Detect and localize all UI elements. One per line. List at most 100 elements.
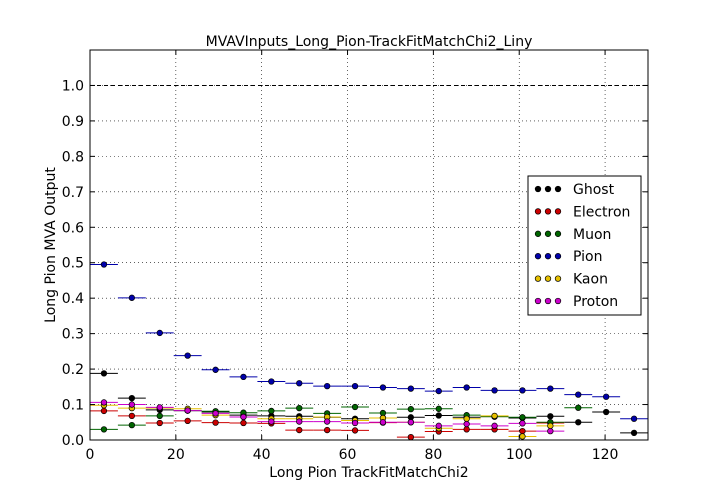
proton-point bbox=[547, 427, 554, 435]
legend-marker-proton bbox=[554, 297, 562, 305]
legend-marker-ghost bbox=[554, 185, 562, 193]
pion-point bbox=[156, 329, 163, 337]
proton-point bbox=[324, 418, 331, 425]
pion-point bbox=[128, 294, 136, 301]
proton-point bbox=[212, 410, 219, 417]
muon-point bbox=[435, 405, 442, 412]
legend-marker-pion bbox=[534, 253, 542, 260]
legend-label-muon: Muon bbox=[573, 227, 611, 243]
ghost-point bbox=[547, 413, 554, 420]
electron-point bbox=[519, 427, 526, 435]
proton-point bbox=[184, 407, 191, 414]
proton-point bbox=[351, 419, 359, 427]
kaon-point bbox=[491, 412, 498, 420]
electron-point bbox=[324, 426, 331, 434]
ghost-point bbox=[100, 370, 108, 377]
muon-point bbox=[519, 414, 526, 421]
pion-point bbox=[575, 391, 582, 398]
proton-point bbox=[379, 419, 387, 426]
pion-point bbox=[603, 393, 610, 400]
pion-point bbox=[100, 261, 108, 268]
proton-point bbox=[296, 418, 303, 425]
legend-label-kaon: Kaon bbox=[573, 272, 608, 288]
legend-marker-muon bbox=[544, 230, 552, 237]
y-tick-label: 0.9 bbox=[62, 114, 84, 130]
pion-point bbox=[519, 387, 526, 394]
y-tick-label: 0.0 bbox=[62, 433, 84, 449]
pion-point bbox=[407, 385, 415, 392]
pion-point bbox=[212, 366, 219, 373]
y-tick-label: 0.8 bbox=[62, 149, 84, 165]
pion-point bbox=[379, 384, 387, 391]
electron-point bbox=[296, 426, 303, 434]
muon-point bbox=[128, 421, 136, 429]
legend-marker-proton bbox=[534, 297, 542, 305]
ghost-point bbox=[435, 412, 442, 419]
muon-point bbox=[296, 404, 303, 412]
pion-point bbox=[547, 385, 554, 392]
y-tick-label: 0.1 bbox=[62, 398, 84, 414]
legend-label-electron: Electron bbox=[573, 204, 630, 220]
legend-label-ghost: Ghost bbox=[573, 182, 615, 198]
x-tick-label: 40 bbox=[253, 447, 271, 463]
pion-point bbox=[268, 378, 275, 385]
legend-marker-electron bbox=[554, 208, 562, 215]
legend-marker-muon bbox=[534, 230, 542, 237]
electron-point bbox=[240, 419, 247, 427]
x-tick-label: 20 bbox=[167, 447, 185, 463]
ghost-point bbox=[575, 419, 582, 426]
proton-point bbox=[491, 422, 498, 429]
legend-marker-ghost bbox=[544, 185, 552, 193]
proton-point bbox=[240, 413, 247, 421]
ghost-point bbox=[630, 429, 638, 437]
legend-marker-pion bbox=[544, 253, 552, 260]
legend-box bbox=[527, 175, 642, 316]
pion-point bbox=[463, 384, 470, 391]
legend-marker-pion bbox=[554, 253, 562, 260]
electron-point bbox=[463, 426, 470, 433]
proton-point bbox=[435, 422, 442, 429]
x-tick-label: 120 bbox=[592, 447, 619, 463]
legend-marker-electron bbox=[544, 208, 552, 215]
y-tick-label: 0.6 bbox=[62, 220, 84, 236]
proton-point bbox=[156, 404, 163, 411]
y-axis-label: Long Pion MVA Output bbox=[43, 167, 59, 323]
y-tick-label: 0.3 bbox=[62, 327, 84, 343]
pion-point bbox=[324, 382, 331, 390]
x-tick-label: 100 bbox=[506, 447, 533, 463]
muon-point bbox=[407, 406, 415, 413]
y-tick-label: 0.5 bbox=[62, 256, 84, 272]
muon-point bbox=[156, 412, 163, 420]
pion-point bbox=[491, 387, 498, 394]
x-tick-label: 60 bbox=[339, 447, 357, 463]
legend-label-proton: Proton bbox=[573, 294, 618, 310]
muon-point bbox=[575, 404, 582, 411]
kaon-point bbox=[519, 433, 526, 440]
proton-point bbox=[268, 418, 275, 425]
proton-point bbox=[100, 399, 108, 406]
x-tick-label: 0 bbox=[86, 447, 95, 463]
legend-marker-kaon bbox=[554, 275, 562, 282]
legend-marker-kaon bbox=[534, 275, 542, 282]
ghost-point bbox=[128, 395, 136, 402]
legend-label-pion: Pion bbox=[573, 249, 602, 265]
kaon-point bbox=[463, 415, 470, 422]
ticks: 0 20 40 60 80 100 120 0.0 0.1 0.2 0.3 0.4 0.5 0.6 0.7 0… bbox=[62, 50, 648, 463]
legend-marker-electron bbox=[534, 208, 542, 215]
y-tick-label: 1.0 bbox=[62, 78, 84, 94]
legend-marker-kaon bbox=[544, 275, 552, 282]
y-tick-label: 0.4 bbox=[62, 291, 84, 307]
muon-point bbox=[100, 426, 108, 433]
pion-point bbox=[630, 415, 638, 422]
proton-point bbox=[519, 420, 526, 427]
pion-point bbox=[351, 382, 359, 390]
muon-point bbox=[351, 403, 359, 411]
series-pion bbox=[90, 261, 648, 422]
electron-point bbox=[407, 434, 415, 441]
electron-point bbox=[351, 427, 359, 434]
legend-marker-muon bbox=[554, 230, 562, 237]
chart-title: MVAVInputs_Long_Pion-TrackFitMatchChi2_L… bbox=[206, 34, 533, 50]
electron-point bbox=[156, 419, 163, 427]
electron-point bbox=[128, 412, 136, 420]
legend: Ghost Electron Muon Pion Kaon Proton bbox=[527, 175, 642, 316]
